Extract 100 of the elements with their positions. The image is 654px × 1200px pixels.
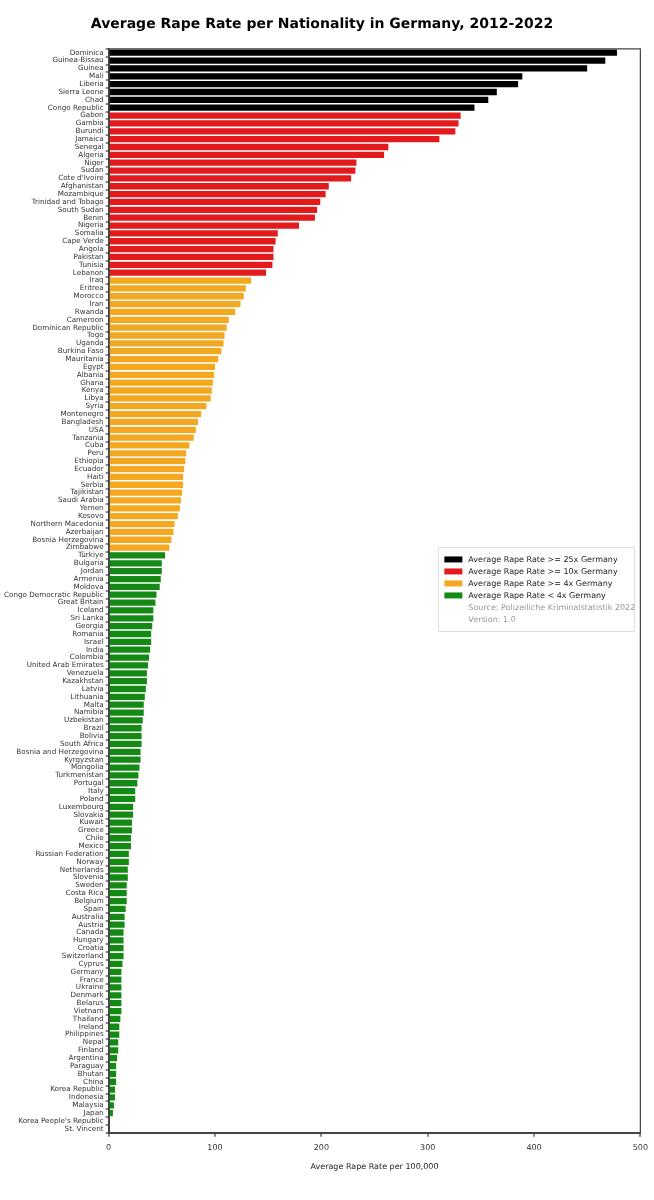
bar bbox=[109, 976, 122, 983]
bar bbox=[109, 638, 152, 645]
bar bbox=[109, 866, 128, 873]
bar bbox=[109, 819, 133, 826]
bar bbox=[109, 528, 174, 536]
bar bbox=[109, 717, 143, 724]
bar bbox=[109, 395, 211, 402]
bar bbox=[109, 261, 273, 268]
bar bbox=[109, 293, 244, 300]
bar bbox=[109, 897, 127, 905]
bar bbox=[109, 615, 154, 622]
bar bbox=[109, 646, 151, 653]
bar bbox=[109, 623, 153, 630]
bar bbox=[109, 842, 131, 850]
bar bbox=[109, 544, 170, 551]
bar bbox=[109, 81, 519, 88]
bar bbox=[109, 740, 142, 748]
bar bbox=[109, 520, 175, 528]
bar bbox=[109, 497, 181, 504]
bar bbox=[109, 442, 190, 449]
bar bbox=[109, 654, 150, 661]
bar bbox=[109, 300, 241, 308]
bar bbox=[109, 458, 186, 465]
bar bbox=[109, 921, 125, 928]
bar bbox=[109, 662, 148, 669]
bar bbox=[109, 426, 196, 433]
bar bbox=[109, 858, 129, 865]
bar bbox=[109, 890, 127, 897]
bar bbox=[109, 473, 184, 481]
bar bbox=[109, 245, 274, 253]
bar bbox=[109, 732, 142, 740]
bar bbox=[109, 371, 214, 378]
bar bbox=[109, 355, 219, 363]
bar bbox=[109, 1062, 117, 1070]
bar bbox=[109, 151, 385, 158]
bar bbox=[109, 340, 224, 347]
bar bbox=[109, 874, 128, 881]
bar bbox=[109, 206, 318, 213]
bar bbox=[109, 387, 212, 394]
bar bbox=[109, 465, 185, 473]
bar bbox=[109, 1070, 117, 1078]
bar bbox=[109, 591, 157, 598]
bar bbox=[109, 167, 356, 174]
bar bbox=[109, 945, 124, 952]
bar bbox=[109, 850, 129, 858]
bar bbox=[109, 403, 207, 410]
bar bbox=[109, 128, 456, 135]
bar bbox=[109, 513, 178, 520]
bar bbox=[109, 1039, 119, 1046]
bar bbox=[109, 1086, 116, 1093]
bar bbox=[109, 481, 184, 488]
bar bbox=[109, 324, 227, 331]
bar bbox=[109, 410, 202, 418]
bar bbox=[109, 685, 146, 693]
bar bbox=[109, 120, 459, 127]
bar bbox=[109, 811, 134, 818]
bar bbox=[109, 583, 160, 591]
bar bbox=[109, 929, 124, 936]
bar bbox=[109, 112, 461, 119]
bar bbox=[109, 316, 229, 323]
bar bbox=[109, 827, 133, 834]
bar bbox=[109, 670, 147, 677]
bar bbox=[109, 560, 162, 567]
bar bbox=[109, 332, 225, 339]
bar bbox=[109, 748, 141, 755]
bar bbox=[109, 198, 321, 206]
bar bbox=[109, 599, 156, 606]
bar bbox=[109, 505, 180, 512]
bar bbox=[109, 756, 141, 763]
bar bbox=[109, 952, 124, 960]
bar bbox=[109, 434, 194, 441]
bar bbox=[109, 214, 315, 221]
bar bbox=[109, 277, 252, 284]
bar bbox=[109, 780, 138, 787]
bar bbox=[109, 795, 136, 803]
bar bbox=[109, 418, 198, 426]
bar bbox=[109, 984, 122, 991]
bar bbox=[109, 450, 187, 457]
bar bbox=[109, 701, 144, 708]
bar bbox=[109, 772, 139, 779]
bar bbox=[109, 96, 489, 103]
bar bbox=[109, 803, 134, 810]
bar bbox=[109, 285, 246, 292]
bar bbox=[109, 175, 352, 182]
bar bbox=[109, 269, 267, 276]
bar bbox=[109, 253, 274, 261]
bar bbox=[109, 308, 236, 316]
bar bbox=[109, 190, 326, 198]
bar bbox=[109, 1031, 120, 1038]
bar bbox=[109, 693, 145, 700]
bar bbox=[109, 835, 131, 842]
bar bbox=[109, 1094, 116, 1101]
bar bbox=[109, 725, 142, 732]
bar bbox=[109, 709, 144, 716]
bar bbox=[109, 787, 136, 795]
bar bbox=[109, 937, 124, 944]
bar bbox=[109, 552, 166, 559]
bar bbox=[109, 905, 126, 913]
bar bbox=[109, 913, 125, 920]
bar bbox=[109, 363, 215, 371]
